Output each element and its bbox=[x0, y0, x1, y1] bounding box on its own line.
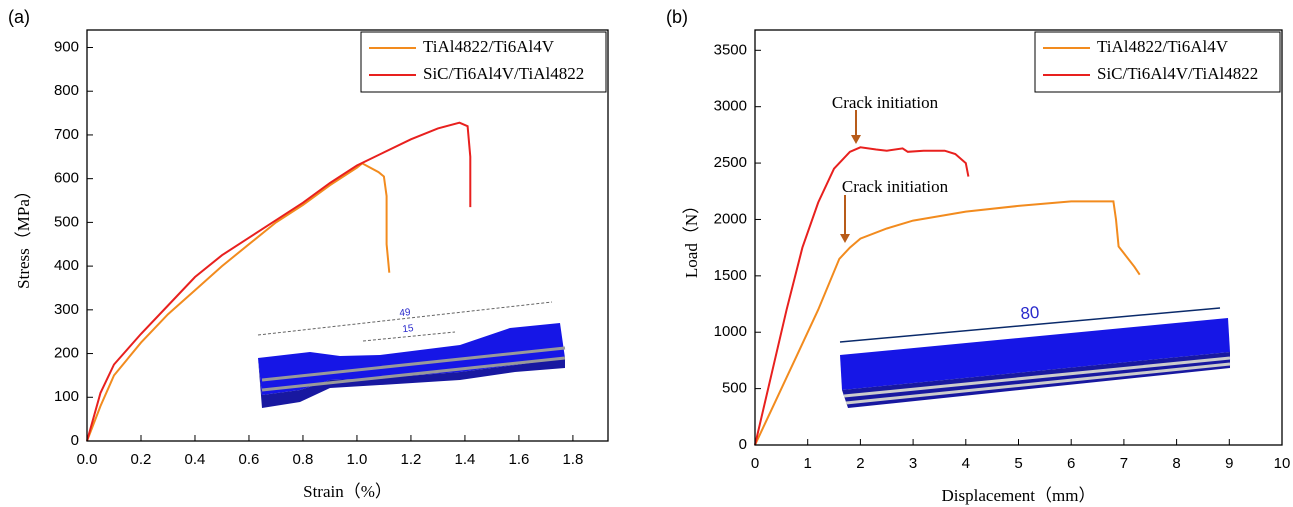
y-tick-label: 100 bbox=[54, 388, 79, 405]
x-tick-label: 0 bbox=[751, 455, 759, 472]
y-tick-label: 900 bbox=[54, 38, 79, 55]
x-tick-label: 8 bbox=[1172, 455, 1180, 472]
panel-label: (b) bbox=[666, 7, 688, 27]
y-tick-label: 0 bbox=[739, 436, 747, 453]
y-tick-label: 3500 bbox=[714, 41, 747, 58]
y-tick-label: 0 bbox=[71, 432, 79, 449]
x-tick-label: 0.0 bbox=[77, 451, 98, 468]
data-line bbox=[87, 163, 389, 441]
x-tick-label: 1 bbox=[804, 455, 812, 472]
legend-label: SiC/Ti6Al4V/TiAl4822 bbox=[1097, 64, 1258, 83]
y-axis-label: Stress（MPa） bbox=[14, 182, 33, 289]
y-tick-label: 600 bbox=[54, 170, 79, 187]
y-tick-label: 3000 bbox=[714, 98, 747, 115]
y-tick-label: 500 bbox=[54, 213, 79, 230]
legend-label: SiC/Ti6Al4V/TiAl4822 bbox=[423, 64, 584, 83]
x-tick-label: 1.8 bbox=[562, 451, 583, 468]
inset-label: 49 bbox=[399, 307, 412, 319]
y-axis-label: Load（N） bbox=[682, 197, 701, 278]
x-tick-label: 5 bbox=[1014, 455, 1022, 472]
data-line bbox=[755, 201, 1140, 445]
x-tick-label: 3 bbox=[909, 455, 917, 472]
y-tick-label: 400 bbox=[54, 257, 79, 274]
x-tick-label: 0.2 bbox=[131, 451, 152, 468]
inset-specimen-b bbox=[840, 308, 1230, 408]
inset-label: 80 bbox=[1020, 303, 1041, 324]
x-tick-label: 6 bbox=[1067, 455, 1075, 472]
legend-label: TiAl4822/Ti6Al4V bbox=[1097, 37, 1229, 56]
x-tick-label: 2 bbox=[856, 455, 864, 472]
y-tick-label: 2500 bbox=[714, 154, 747, 171]
annotation: Crack initiation bbox=[842, 177, 949, 196]
figure: (a)0.00.20.40.60.81.01.21.41.61.80100200… bbox=[0, 0, 1293, 507]
x-axis-label: Displacement（mm） bbox=[942, 486, 1096, 505]
x-tick-label: 4 bbox=[962, 455, 970, 472]
y-tick-label: 1500 bbox=[714, 267, 747, 284]
annotation-arrowhead bbox=[851, 135, 861, 144]
x-tick-label: 1.2 bbox=[401, 451, 422, 468]
annotation-arrowhead bbox=[840, 234, 850, 243]
panel-label: (a) bbox=[8, 7, 30, 27]
legend-label: TiAl4822/Ti6Al4V bbox=[423, 37, 555, 56]
y-tick-label: 1000 bbox=[714, 323, 747, 340]
x-tick-label: 1.4 bbox=[454, 451, 475, 468]
x-tick-label: 0.4 bbox=[185, 451, 206, 468]
y-tick-label: 200 bbox=[54, 345, 79, 362]
x-axis-label: Strain（%） bbox=[303, 482, 392, 501]
x-tick-label: 1.0 bbox=[347, 451, 368, 468]
x-tick-label: 9 bbox=[1225, 455, 1233, 472]
inset-specimen-a bbox=[258, 302, 565, 408]
y-tick-label: 300 bbox=[54, 301, 79, 318]
y-tick-label: 500 bbox=[722, 380, 747, 397]
annotation: Crack initiation bbox=[832, 93, 939, 112]
x-tick-label: 7 bbox=[1120, 455, 1128, 472]
y-tick-label: 700 bbox=[54, 126, 79, 143]
x-tick-label: 1.6 bbox=[508, 451, 529, 468]
y-tick-label: 800 bbox=[54, 82, 79, 99]
x-tick-label: 0.6 bbox=[239, 451, 260, 468]
y-tick-label: 2000 bbox=[714, 210, 747, 227]
inset-label: 15 bbox=[402, 323, 415, 335]
x-tick-label: 0.8 bbox=[293, 451, 314, 468]
x-tick-label: 10 bbox=[1274, 455, 1291, 472]
